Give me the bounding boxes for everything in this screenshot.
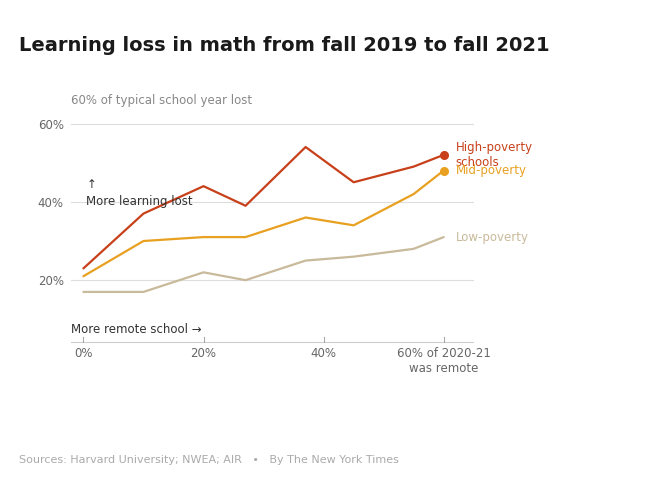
- Text: Mid-poverty: Mid-poverty: [456, 164, 527, 177]
- Text: Learning loss in math from fall 2019 to fall 2021: Learning loss in math from fall 2019 to …: [19, 36, 550, 54]
- Text: 60% of typical school year lost: 60% of typical school year lost: [71, 94, 252, 107]
- Text: ↑
More learning lost: ↑ More learning lost: [86, 178, 193, 208]
- Text: High-poverty
schools: High-poverty schools: [456, 141, 533, 169]
- Text: 0%: 0%: [74, 347, 93, 360]
- Text: 40%: 40%: [311, 347, 337, 360]
- Text: 60% of 2020-21
was remote: 60% of 2020-21 was remote: [397, 347, 491, 375]
- Text: Low-poverty: Low-poverty: [456, 230, 529, 243]
- Text: More remote school →: More remote school →: [71, 323, 202, 336]
- Text: Sources: Harvard University; NWEA; AIR   •   By The New York Times: Sources: Harvard University; NWEA; AIR •…: [19, 455, 399, 465]
- Text: 20%: 20%: [191, 347, 217, 360]
